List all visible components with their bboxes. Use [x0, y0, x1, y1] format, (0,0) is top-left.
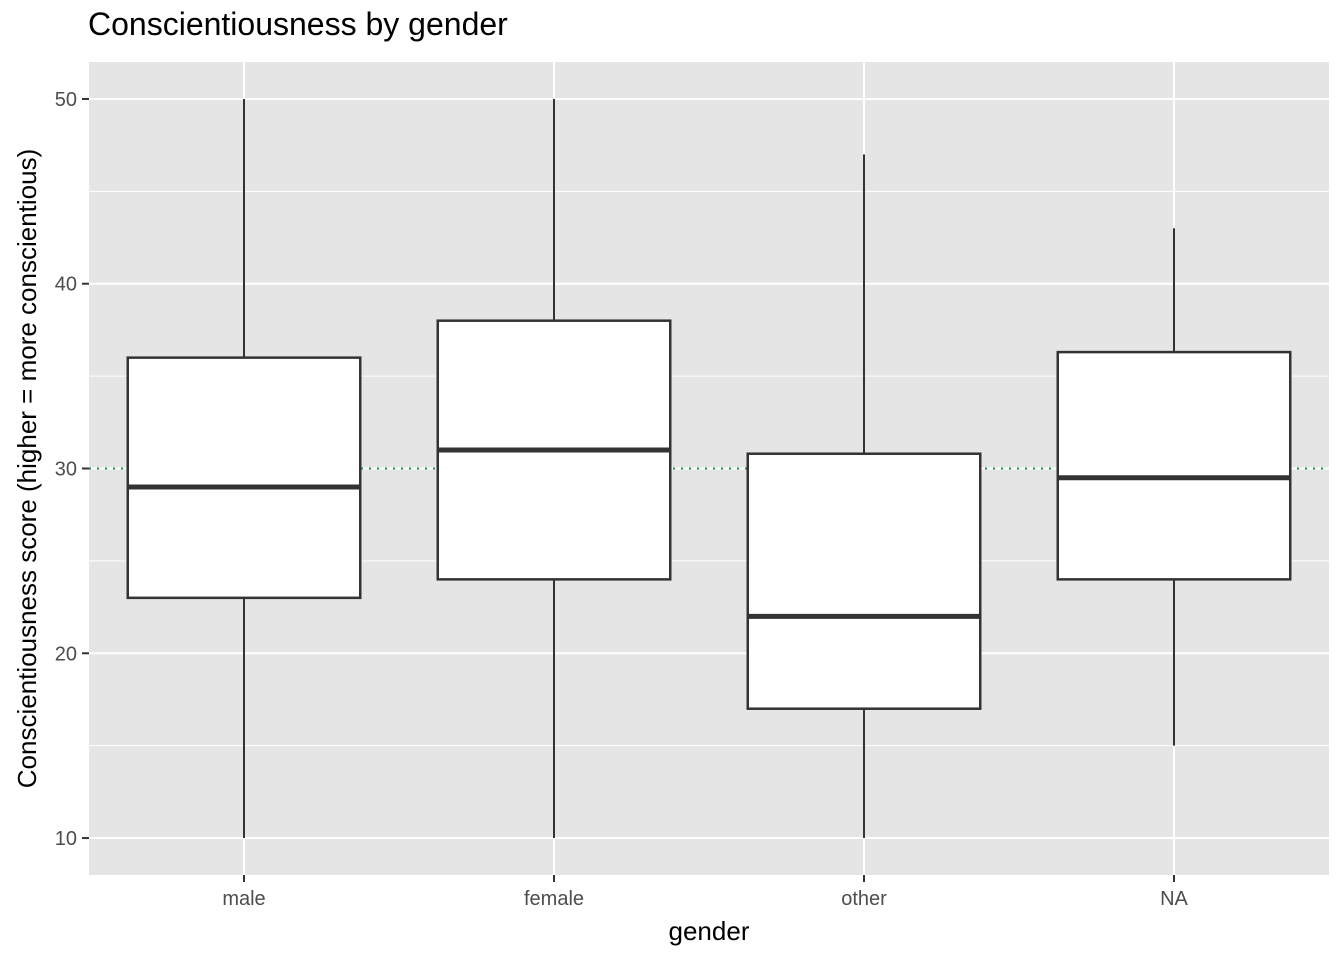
x-tick-label: other — [841, 888, 887, 910]
box-female — [436, 98, 672, 839]
x-axis: male female other NA — [222, 875, 1189, 910]
y-tick-label: 50 — [55, 89, 77, 111]
x-tick-label: male — [222, 888, 265, 910]
box-iqr — [126, 356, 362, 600]
y-tick-label: 40 — [55, 274, 77, 296]
box-other — [746, 154, 982, 839]
chart-title: Conscientiousness by gender — [88, 6, 508, 42]
y-axis: 10 20 30 40 50 — [55, 89, 89, 850]
box-na — [1056, 228, 1292, 746]
y-tick-label: 20 — [55, 643, 77, 665]
boxes — [126, 98, 1292, 839]
x-tick-label: female — [524, 888, 584, 910]
x-axis-title: gender — [669, 916, 750, 946]
y-tick-label: 30 — [55, 459, 77, 481]
y-tick-label: 10 — [55, 828, 77, 850]
box-iqr — [1056, 350, 1292, 581]
x-tick-label: NA — [1160, 888, 1188, 910]
box-male — [126, 98, 362, 839]
y-axis-title: Conscientiousness score (higher = more c… — [12, 149, 42, 788]
box-iqr — [746, 452, 982, 710]
